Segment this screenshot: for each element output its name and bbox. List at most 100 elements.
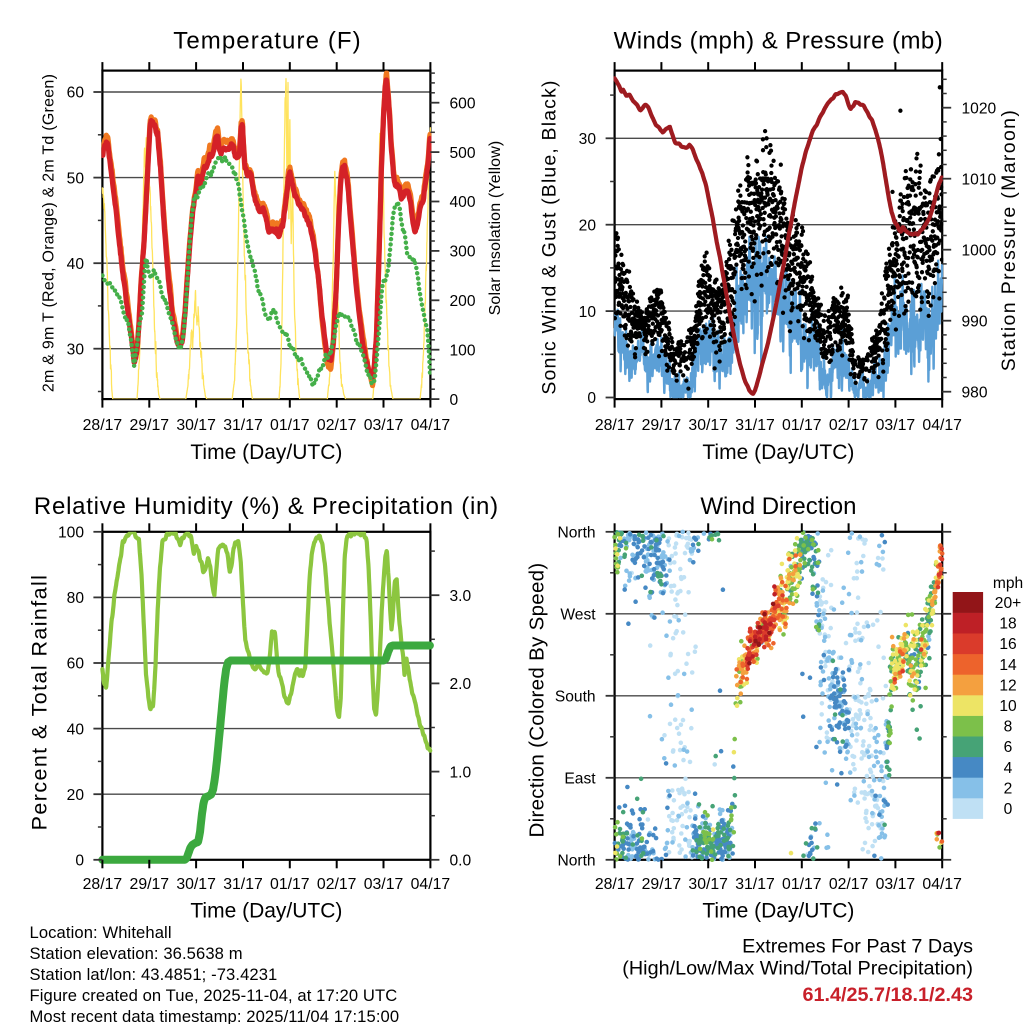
svg-text:3.0: 3.0 [450,588,472,605]
svg-text:Sonic Wind & Gust (Blue, Black: Sonic Wind & Gust (Blue, Black) [539,79,561,394]
svg-text:4: 4 [1004,760,1013,777]
svg-text:02/17: 02/17 [829,417,869,434]
svg-text:Percent & Total Rainfall: Percent & Total Rainfall [28,574,52,831]
svg-text:2m & 9m T (Red, Orange) & 2m T: 2m & 9m T (Red, Orange) & 2m Td (Green) [41,74,58,392]
svg-text:Wind Direction: Wind Direction [700,493,856,520]
svg-text:03/17: 03/17 [364,417,404,434]
svg-text:300: 300 [450,244,476,261]
svg-text:29/17: 29/17 [130,417,170,434]
svg-text:Most recent data timestamp: 20: Most recent data timestamp: 2025/11/04 1… [30,1007,400,1024]
svg-text:980: 980 [962,384,988,401]
svg-text:West: West [560,607,596,624]
svg-text:0: 0 [450,392,459,409]
svg-text:02/17: 02/17 [317,417,357,434]
svg-text:04/17: 04/17 [411,417,451,434]
svg-text:10: 10 [579,304,597,321]
svg-text:8: 8 [1004,719,1013,736]
svg-text:31/17: 31/17 [223,876,263,893]
svg-text:Solar Insolation (Yellow): Solar Insolation (Yellow) [487,141,504,316]
svg-text:50: 50 [67,170,85,187]
svg-text:0.0: 0.0 [450,853,472,870]
svg-text:60: 60 [67,85,85,102]
svg-text:0: 0 [587,390,596,407]
svg-text:30/17: 30/17 [688,876,728,893]
svg-text:04/17: 04/17 [922,417,962,434]
svg-text:Time (Day/UTC): Time (Day/UTC) [190,900,342,923]
svg-text:60: 60 [67,656,85,673]
svg-text:61.4/25.7/18.1/2.43: 61.4/25.7/18.1/2.43 [803,984,974,1006]
svg-text:Extremes For Past 7 Days: Extremes For Past 7 Days [742,936,973,958]
svg-text:01/17: 01/17 [782,417,822,434]
svg-text:30/17: 30/17 [176,417,216,434]
svg-text:03/17: 03/17 [364,876,404,893]
svg-text:North: North [557,853,595,870]
svg-text:29/17: 29/17 [130,876,170,893]
svg-text:20: 20 [67,787,85,804]
svg-text:28/17: 28/17 [595,876,635,893]
svg-text:30: 30 [579,131,597,148]
svg-text:02/17: 02/17 [829,876,869,893]
svg-text:01/17: 01/17 [270,876,310,893]
svg-text:40: 40 [67,256,85,273]
svg-text:Time (Day/UTC): Time (Day/UTC) [190,441,342,464]
svg-text:29/17: 29/17 [642,417,682,434]
svg-text:0: 0 [75,853,84,870]
svg-text:30: 30 [67,341,85,358]
svg-text:East: East [564,771,596,788]
svg-text:Relative Humidity (%) & Precip: Relative Humidity (%) & Precipitation (i… [34,493,499,520]
svg-text:1000: 1000 [962,242,997,259]
svg-text:31/17: 31/17 [735,417,775,434]
svg-text:100: 100 [450,342,476,359]
svg-text:600: 600 [450,95,476,112]
svg-text:Station Pressure (Maroon): Station Pressure (Maroon) [998,109,1020,371]
svg-text:Time (Day/UTC): Time (Day/UTC) [702,900,854,923]
svg-text:South: South [555,689,596,706]
svg-text:200: 200 [450,293,476,310]
svg-text:04/17: 04/17 [922,876,962,893]
svg-text:0: 0 [1004,801,1013,818]
svg-text:18: 18 [999,616,1016,633]
svg-text:20: 20 [579,217,597,234]
svg-text:01/17: 01/17 [782,876,822,893]
svg-text:1010: 1010 [962,171,997,188]
svg-text:Figure created on Tue, 2025-11: Figure created on Tue, 2025-11-04, at 17… [30,986,398,1005]
svg-text:03/17: 03/17 [876,417,916,434]
svg-text:Station elevation: 36.5638 m: Station elevation: 36.5638 m [30,944,243,963]
svg-text:2.0: 2.0 [450,676,472,693]
svg-text:80: 80 [67,590,85,607]
svg-text:1020: 1020 [962,100,997,117]
svg-text:30/17: 30/17 [688,417,728,434]
svg-text:31/17: 31/17 [735,876,775,893]
svg-text:14: 14 [999,657,1017,674]
svg-text:400: 400 [450,194,476,211]
svg-text:2: 2 [1004,780,1013,797]
svg-text:28/17: 28/17 [595,417,635,434]
svg-text:01/17: 01/17 [270,417,310,434]
svg-text:30/17: 30/17 [176,876,216,893]
svg-text:990: 990 [962,313,988,330]
svg-text:04/17: 04/17 [411,876,451,893]
svg-text:12: 12 [999,677,1016,694]
svg-text:02/17: 02/17 [317,876,357,893]
svg-text:mph: mph [993,575,1023,592]
svg-text:03/17: 03/17 [876,876,916,893]
svg-text:29/17: 29/17 [642,876,682,893]
svg-text:Time (Day/UTC): Time (Day/UTC) [702,441,854,464]
svg-text:6: 6 [1004,739,1013,756]
svg-text:16: 16 [999,636,1016,653]
svg-text:40: 40 [67,721,85,738]
svg-text:Location: Whitehall: Location: Whitehall [30,923,172,942]
svg-text:North: North [557,525,595,542]
svg-text:31/17: 31/17 [223,417,263,434]
svg-text:Winds (mph) & Pressure (mb): Winds (mph) & Pressure (mb) [614,28,944,55]
svg-text:100: 100 [58,525,84,542]
svg-text:10: 10 [999,698,1017,715]
svg-text:28/17: 28/17 [83,417,123,434]
svg-text:28/17: 28/17 [83,876,123,893]
svg-text:500: 500 [450,145,476,162]
svg-text:20+: 20+ [995,595,1021,612]
svg-text:Direction (Colored By Speed): Direction (Colored By Speed) [526,562,549,837]
svg-text:Temperature (F): Temperature (F) [173,28,362,55]
svg-text:(High/Low/Max Wind/Total Preci: (High/Low/Max Wind/Total Precipitation) [622,958,973,980]
svg-text:Station lat/lon: 43.4851; -73.: Station lat/lon: 43.4851; -73.4231 [30,965,278,984]
